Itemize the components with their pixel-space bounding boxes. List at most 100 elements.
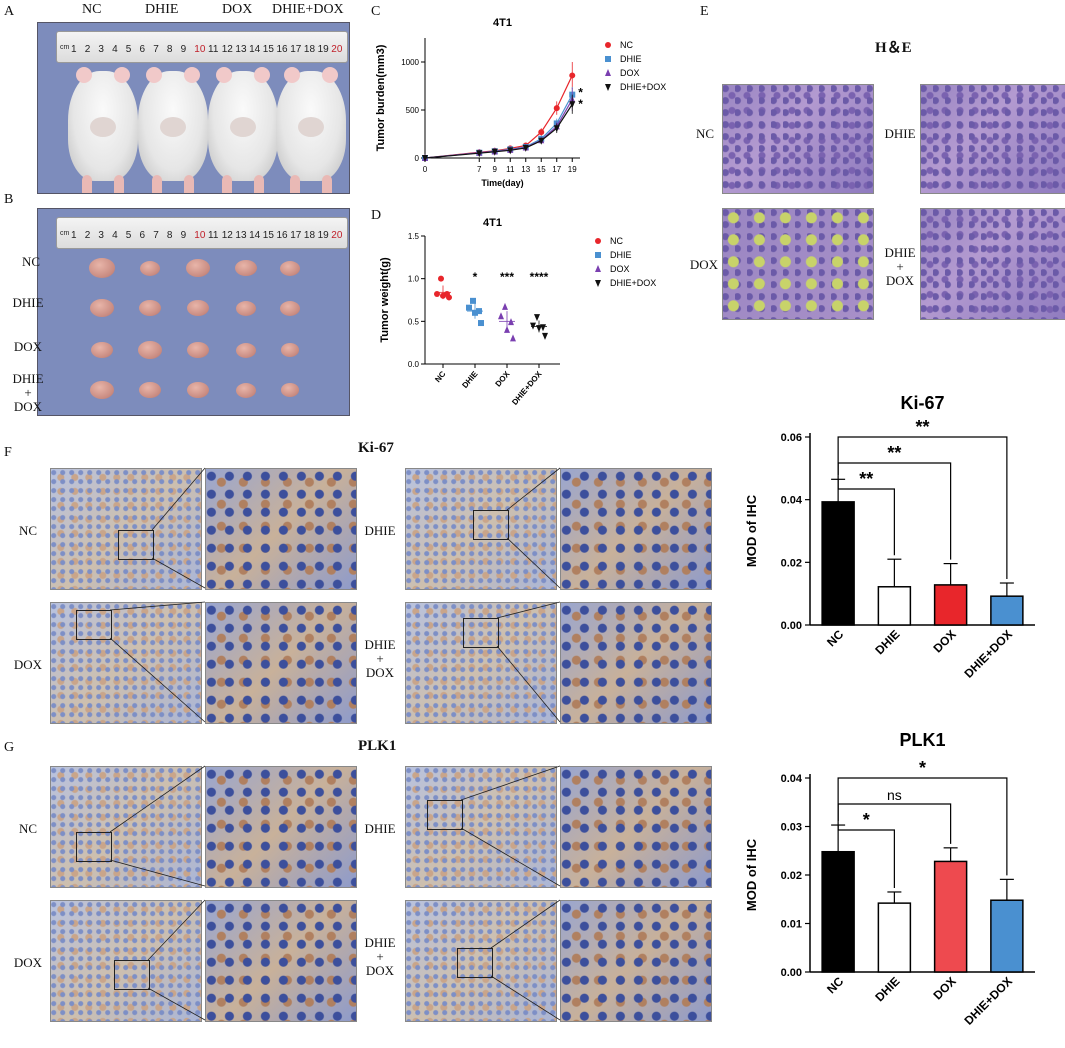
ruler-number: 8: [166, 44, 173, 55]
legend-entry: DHIE+DOX: [620, 82, 666, 92]
y-axis-label: MOD of IHC: [744, 838, 759, 911]
significance-label: **: [915, 417, 929, 437]
ruler-number: 3: [98, 230, 104, 241]
data-point: [476, 150, 483, 158]
data-point: [530, 322, 536, 330]
tumor-sample: [90, 299, 114, 317]
x-tick-label: NC: [433, 369, 447, 384]
panel-label-e: E: [700, 4, 709, 19]
ki67-title: Ki-67: [358, 440, 394, 456]
ruler-number: 8: [166, 230, 173, 241]
row-label-nc: NC: [21, 254, 41, 269]
x-tick-label: DOX: [493, 369, 511, 389]
panel-label-d: D: [371, 208, 382, 223]
data-point: [605, 42, 611, 48]
he-label-nc: NC: [695, 126, 715, 141]
x-tick-label: DOX: [930, 974, 958, 1002]
data-point: [510, 334, 516, 342]
significance-bracket: [837, 777, 1008, 876]
y-tick-label: 0: [415, 154, 420, 163]
mouse-nc: [68, 67, 138, 193]
bar-DHIE+DOX: [990, 899, 1024, 973]
ruler-number: 4: [112, 44, 118, 55]
significance-bracket: [837, 436, 1008, 580]
tumor-sample: [236, 382, 256, 398]
zoom-region-box: [76, 610, 112, 640]
data-point: [569, 101, 576, 109]
row-label-dhie-dox: DHIE + DOX: [12, 371, 44, 414]
panel-label-a: A: [4, 4, 15, 19]
significance-label: **: [887, 443, 901, 463]
legend-entry: DOX: [610, 264, 630, 274]
ruler-number: 18: [303, 44, 316, 55]
tumor-sample: [138, 341, 162, 359]
significance-mark: *: [578, 97, 583, 111]
group-label-dhie-dox: DHIE+DOX: [272, 2, 344, 17]
ruler-number: 16: [276, 44, 288, 55]
x-tick-label: DHIE: [872, 627, 902, 657]
ihc-zoom-image: [205, 900, 357, 1022]
tumor-sample: [91, 341, 113, 359]
ruler-number: 14: [249, 230, 261, 241]
ruler-number: 2: [84, 230, 91, 241]
ihc-row-label: DHIE: [364, 821, 396, 836]
he-image-dox: [722, 208, 874, 320]
panel-label-g: G: [4, 740, 15, 755]
bar-DOX: [933, 584, 968, 626]
data-point: [538, 129, 545, 136]
group-DHIE+DOX: [530, 314, 548, 340]
y-tick-label: 1000: [401, 58, 419, 67]
legend-entry: NC: [610, 236, 623, 246]
series-line: [424, 99, 573, 159]
ihc-zoom-image: [560, 602, 712, 724]
ruler-number: 12: [221, 230, 233, 241]
ihc-zoom-image: [560, 468, 712, 590]
data-point: [466, 304, 472, 311]
data-point: [605, 56, 611, 62]
ruler-number: 6: [139, 230, 146, 241]
ruler-number: 17: [290, 44, 302, 55]
ruler-number: 1: [71, 230, 77, 241]
data-point: [491, 148, 498, 156]
y-axis-label: Tumor weight(g): [379, 257, 391, 343]
data-point: [508, 318, 514, 326]
data-point: [595, 238, 601, 244]
x-tick-label: NC: [824, 974, 846, 996]
tumor-sample: [281, 343, 299, 357]
y-tick-label: 500: [406, 106, 420, 115]
y-tick-label: 0.04: [781, 773, 803, 785]
x-tick-label: 9: [493, 165, 498, 174]
ruler-number: 12: [221, 44, 233, 55]
ruler-number: 13: [235, 44, 247, 55]
legend-entry: DHIE: [620, 54, 642, 64]
tumor-sample: [236, 342, 256, 358]
panel-label-f: F: [4, 445, 12, 460]
tumor-sample: [235, 259, 257, 277]
x-tick-label: 13: [521, 165, 530, 174]
tumor-sample: [236, 300, 256, 316]
tumor-sample: [140, 260, 160, 276]
ruler-number: 5: [125, 230, 132, 241]
data-point: [605, 84, 611, 91]
group-label-nc: NC: [82, 2, 102, 17]
legend-entry: NC: [620, 40, 633, 50]
data-point: [504, 325, 510, 333]
x-axis-label: Time(day): [481, 178, 523, 188]
tumor-sample: [280, 300, 300, 316]
zoom-region-box: [457, 948, 493, 978]
x-tick-label: 19: [568, 165, 577, 174]
data-point: [478, 320, 484, 327]
ruler: 1 2 3 4 5 6 7 8 9 10 11 12 13 14 15 16 17 18 19 20 cm: [56, 31, 348, 63]
ruler-number: 18: [303, 230, 316, 241]
mouse-dhie-dox: [276, 67, 346, 193]
zoom-region-box: [473, 510, 509, 540]
data-point: [595, 252, 601, 258]
tumor-sample: [90, 381, 114, 399]
chart-title: Ki-67: [900, 393, 944, 413]
significance-mark: ****: [530, 270, 549, 284]
group-label-dox: DOX: [222, 2, 253, 17]
he-image-dhie-dox: [920, 208, 1065, 320]
legend-entry: DHIE: [610, 250, 632, 260]
data-point: [569, 72, 576, 79]
ruler-number: 10: [194, 44, 206, 55]
